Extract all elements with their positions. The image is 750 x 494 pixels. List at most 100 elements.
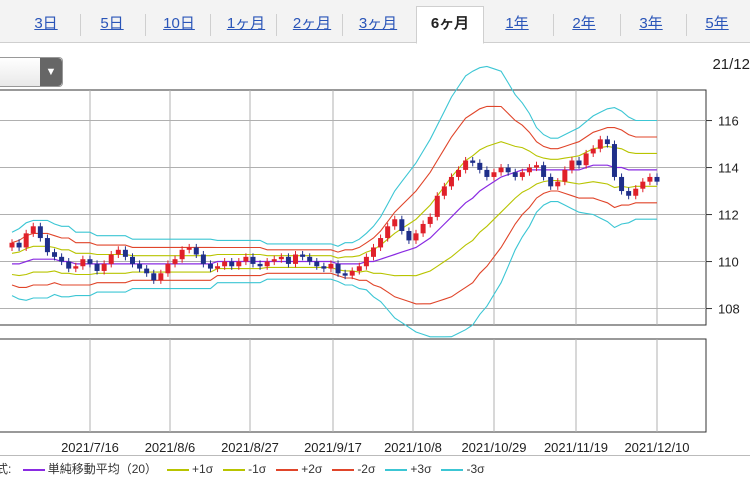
candle-body [555, 181, 561, 187]
moving-average-line [12, 164, 657, 265]
tab-separator [210, 14, 211, 36]
legend-swatch [385, 468, 408, 471]
candle-body [534, 165, 540, 168]
legend-swatch [167, 468, 190, 471]
candle-body [519, 172, 525, 177]
tab-0[interactable]: 3日 [34, 15, 58, 32]
candle-body [243, 256, 249, 262]
x-tick-label: 2021/10/29 [461, 440, 526, 455]
tab-separator [145, 14, 146, 36]
candle-body [94, 263, 100, 271]
candle-body [356, 266, 362, 271]
tab-3[interactable]: 1ヶ月 [226, 15, 266, 32]
candle-body [378, 238, 384, 248]
candle-body [293, 254, 299, 264]
candle-body [101, 263, 107, 271]
tab-separator [342, 14, 343, 36]
candle-body [484, 169, 490, 177]
tab-2[interactable]: 10日 [163, 15, 195, 32]
candle-body [200, 254, 206, 264]
candle-body [576, 160, 582, 166]
candle-body [413, 233, 419, 241]
tab-5[interactable]: 3ヶ月 [358, 15, 398, 32]
price-panel [0, 89, 707, 326]
candle-body [278, 256, 284, 260]
date-range-label: 21/12 [712, 56, 750, 73]
candle-body [236, 261, 242, 267]
x-tick-label: 2021/12/10 [624, 440, 689, 455]
candle-body [66, 261, 72, 269]
candle-body [491, 172, 497, 177]
candle-body [314, 261, 320, 267]
tab-1[interactable]: 5日 [100, 15, 124, 32]
candle-body [179, 249, 185, 260]
candle-body [427, 216, 433, 224]
chart-type-select[interactable]: ▼ [0, 57, 63, 87]
candle-body [541, 165, 547, 177]
candle-body [385, 226, 391, 239]
y-tick-label: 110 [718, 255, 739, 270]
legend-label: +2σ [301, 462, 323, 476]
candle-body [406, 231, 412, 241]
legend-item: -2σ [332, 462, 375, 476]
chevron-down-icon[interactable]: ▼ [40, 58, 62, 86]
candle-body [626, 191, 632, 196]
tab-4[interactable]: 2ヶ月 [292, 15, 332, 32]
legend-item: 単純移動平均（20） [22, 460, 158, 477]
legend-label: +3σ [410, 462, 432, 476]
candle-body [300, 254, 306, 257]
candle-body [342, 273, 348, 276]
candle-body [647, 176, 653, 182]
volume-panel [0, 338, 707, 433]
band-plus-3sigma [11, 65, 657, 247]
y-tick-label: 112 [718, 208, 739, 223]
candle-body [264, 261, 270, 267]
tab-9[interactable]: 3年 [639, 15, 663, 32]
candle-body [151, 273, 157, 281]
candle-body [257, 263, 263, 267]
candle-body [9, 242, 15, 248]
candle-body [80, 259, 86, 267]
candle-body [207, 263, 213, 269]
candle-body [590, 148, 596, 154]
candle-body [250, 256, 256, 264]
tab-7[interactable]: 1年 [505, 15, 529, 32]
candle-body [52, 252, 58, 257]
candle-body [463, 160, 469, 170]
x-tick-label: 2021/11/19 [544, 440, 608, 455]
candle-body [328, 263, 334, 269]
candle-body [441, 186, 447, 196]
candle-body [321, 266, 327, 269]
y-tick-label: 116 [718, 114, 739, 129]
candle-body [349, 270, 355, 276]
candle-body [59, 256, 65, 262]
band-plus-2sigma [11, 105, 657, 253]
candle-body [115, 249, 121, 255]
candle-body [370, 247, 376, 257]
candle-body [597, 139, 603, 149]
candle-body [434, 195, 440, 217]
legend-item: +1σ [167, 462, 213, 476]
candle-body [505, 167, 511, 173]
candle-body [193, 247, 199, 255]
candle-body [498, 167, 504, 173]
legend-item: -3σ [441, 462, 485, 476]
tab-8[interactable]: 2年 [572, 15, 596, 32]
tab-10[interactable]: 5年 [705, 15, 729, 32]
candle-body [604, 139, 610, 145]
candle-body [229, 261, 235, 267]
candle-body [158, 273, 164, 281]
candle-body [654, 176, 660, 182]
legend-label: 単純移動平均（20） [47, 462, 158, 476]
tab-6[interactable]: 6ヶ月 [416, 6, 484, 44]
candle-body [144, 268, 150, 274]
legend-swatch [223, 468, 246, 471]
tab-separator [276, 14, 277, 36]
candle-body [285, 256, 291, 264]
candle-body [87, 259, 93, 264]
tab-separator [620, 14, 621, 36]
candle-body [271, 259, 277, 262]
candle-body [512, 172, 518, 177]
candle-body [470, 160, 476, 163]
